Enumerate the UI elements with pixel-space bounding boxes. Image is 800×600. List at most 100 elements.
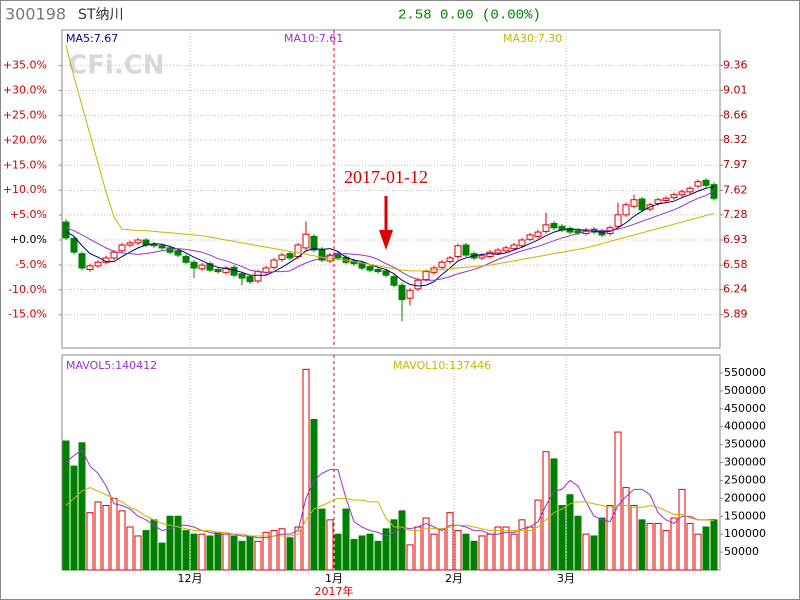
volume-bar	[222, 533, 230, 571]
candle-body	[654, 199, 662, 204]
volume-bar	[502, 526, 510, 571]
candle-body	[182, 256, 190, 263]
volume-bar	[294, 526, 302, 571]
y2-tick-label: +15.0%	[3, 158, 47, 171]
volume-bar	[446, 512, 454, 571]
y-tick-label: 5.89	[723, 308, 748, 321]
x-tick-label: 2月	[445, 572, 463, 585]
y-tick-label: 350000	[724, 438, 766, 451]
y2-tick-label: -10.0%	[8, 283, 47, 296]
volume-bar	[422, 517, 430, 571]
volume-bar	[382, 528, 390, 571]
y2-tick-label: -5.0%	[15, 258, 47, 271]
volume-bar	[182, 530, 190, 571]
y-tick-label: 7.97	[723, 158, 748, 171]
candle-body	[534, 231, 542, 237]
volume-bar	[494, 526, 502, 571]
volume-bar	[158, 542, 166, 571]
volume-bar	[278, 528, 286, 571]
quote: 2.58 0.00 (0.00%)	[398, 8, 541, 24]
volume-bar	[606, 505, 614, 571]
volume-bar	[654, 522, 662, 571]
candle-body	[422, 271, 430, 281]
candle-body	[190, 261, 198, 269]
candle-body	[238, 273, 246, 279]
candle-body	[206, 263, 214, 271]
volume-bar	[430, 533, 438, 571]
volume-bar	[438, 528, 446, 571]
volume-bar	[270, 530, 278, 571]
candle-body	[574, 230, 582, 234]
volume-bar	[694, 533, 702, 571]
volume-bar	[214, 531, 222, 571]
volume-bar	[630, 505, 638, 571]
volume-bar	[470, 540, 478, 571]
legend-entry: MA30:7.30	[503, 32, 562, 45]
volume-bar	[262, 531, 270, 571]
volume-bar	[86, 512, 94, 571]
candle-body	[174, 250, 182, 256]
y-tick-label: 6.93	[723, 233, 748, 246]
candle-body	[222, 267, 230, 273]
volume-bar	[662, 530, 670, 571]
candle-body	[214, 268, 222, 273]
y-tick-label: 7.62	[723, 183, 748, 196]
candle-body	[302, 233, 310, 249]
y2-tick-label: +25.0%	[3, 108, 47, 121]
candle-body	[486, 251, 494, 258]
volume-bar	[110, 497, 118, 571]
volume-bar	[142, 530, 150, 571]
volume-bar	[510, 533, 518, 571]
candle-body	[462, 244, 470, 256]
volume-bar	[582, 533, 590, 571]
volume-bar	[542, 451, 550, 571]
y2-tick-label: +5.0%	[10, 208, 47, 221]
y2-tick-label: +30.0%	[3, 84, 47, 97]
candle-body	[406, 289, 414, 299]
volume-bar	[118, 510, 126, 571]
candle-body	[598, 230, 606, 236]
volume-bar	[190, 533, 198, 571]
volume-bar	[390, 519, 398, 571]
candle-body	[254, 271, 262, 282]
volume-bar	[134, 535, 142, 571]
volume-bar	[486, 533, 494, 571]
candle-body	[494, 249, 502, 254]
candle-body	[286, 253, 294, 259]
candle-body	[246, 276, 254, 283]
volume-bar	[198, 533, 206, 571]
y-tick-label: 7.28	[723, 208, 748, 221]
y-tick-label: 50000	[724, 545, 759, 558]
candle-body	[686, 187, 694, 193]
candle-body	[630, 199, 638, 207]
volume-bar	[534, 499, 542, 571]
y-tick-label: 300000	[724, 456, 766, 469]
volume-bar	[126, 526, 134, 571]
volume-bar	[342, 508, 350, 571]
volume-bar	[622, 487, 630, 571]
volume-bar	[334, 533, 342, 571]
volume-bar	[94, 501, 102, 571]
volume-bar	[302, 368, 310, 571]
candle-body	[694, 181, 702, 187]
candle-body	[526, 234, 534, 240]
volume-bar	[238, 540, 246, 571]
candle-body	[366, 266, 374, 271]
volume-bar	[638, 519, 646, 571]
candle-body	[310, 235, 318, 251]
volume-bar	[174, 515, 182, 571]
volume-bar	[326, 519, 334, 571]
candle-body	[86, 265, 94, 270]
candle-body	[278, 254, 286, 260]
y-tick-label: 6.58	[723, 258, 748, 271]
legend-entry: MA5:7.67	[66, 32, 118, 45]
ma-line	[65, 45, 715, 272]
volume-bar	[462, 533, 470, 571]
annotation-arrowhead	[379, 230, 393, 250]
volume-bar	[70, 465, 78, 571]
y-tick-label: 450000	[724, 402, 766, 415]
volume-bar	[414, 526, 422, 571]
stock-code: 300198	[5, 5, 66, 24]
volume-bar	[206, 535, 214, 571]
